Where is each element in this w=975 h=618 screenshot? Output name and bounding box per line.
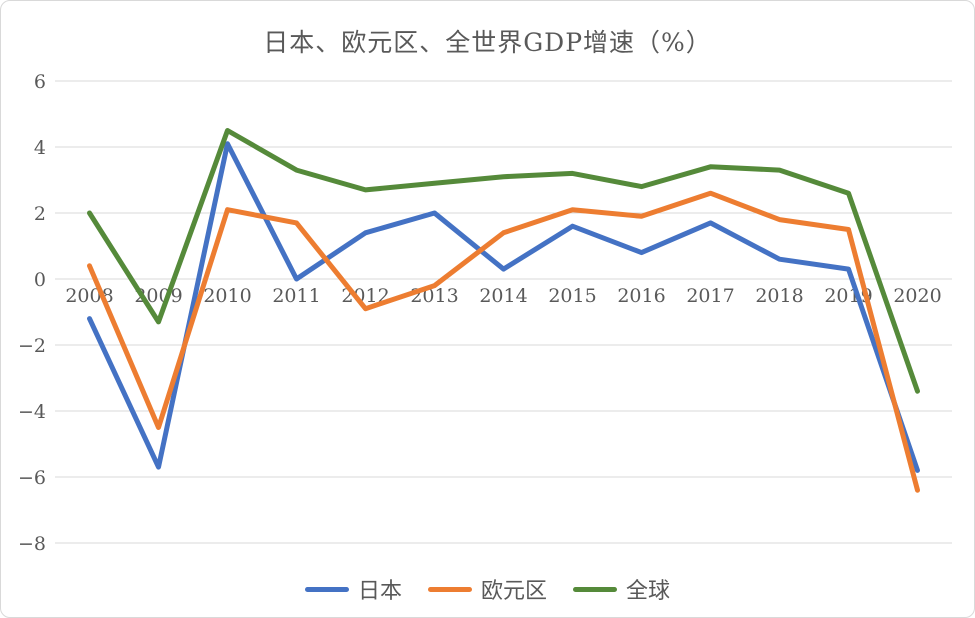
x-tick-label: 2014 [479, 285, 527, 307]
y-tick-label: 2 [34, 203, 46, 225]
x-tick-label: 2016 [617, 285, 665, 307]
legend-swatch-eurozone [427, 586, 472, 592]
chart-title: 日本、欧元区、全世界GDP增速（%） [263, 28, 712, 57]
x-tick-label: 2017 [686, 285, 734, 307]
x-tick-label: 2010 [203, 285, 251, 307]
y-tick-label: 4 [34, 137, 46, 159]
y-tick-label: −8 [18, 533, 46, 555]
y-tick-label: 0 [34, 269, 46, 291]
legend-swatch-world [573, 586, 617, 592]
series-line-1 [87, 190, 920, 493]
x-tick-label: 2018 [755, 285, 803, 307]
legend-label-eurozone: 欧元区 [480, 579, 547, 604]
y-tick-label: −4 [18, 401, 46, 423]
legend-item-eurozone: 欧元区 [427, 573, 547, 605]
y-tick-label: −2 [18, 335, 46, 357]
legend-item-japan: 日本 [304, 573, 402, 605]
legend-label-japan: 日本 [357, 579, 402, 604]
series-line-0 [87, 141, 920, 473]
x-tick-label: 2020 [893, 285, 941, 307]
legend-item-world: 全球 [573, 573, 670, 605]
x-tick-label: 2015 [548, 285, 596, 307]
y-tick-label: −6 [18, 467, 46, 489]
legend: 日本 欧元区 全球 [1, 573, 974, 605]
legend-swatch-japan [304, 586, 349, 592]
y-tick-label: 6 [34, 71, 46, 93]
series-line-2 [87, 128, 920, 394]
x-tick-label: 2013 [410, 285, 458, 307]
x-tick-label: 2011 [272, 285, 320, 307]
legend-label-world: 全球 [626, 579, 671, 604]
